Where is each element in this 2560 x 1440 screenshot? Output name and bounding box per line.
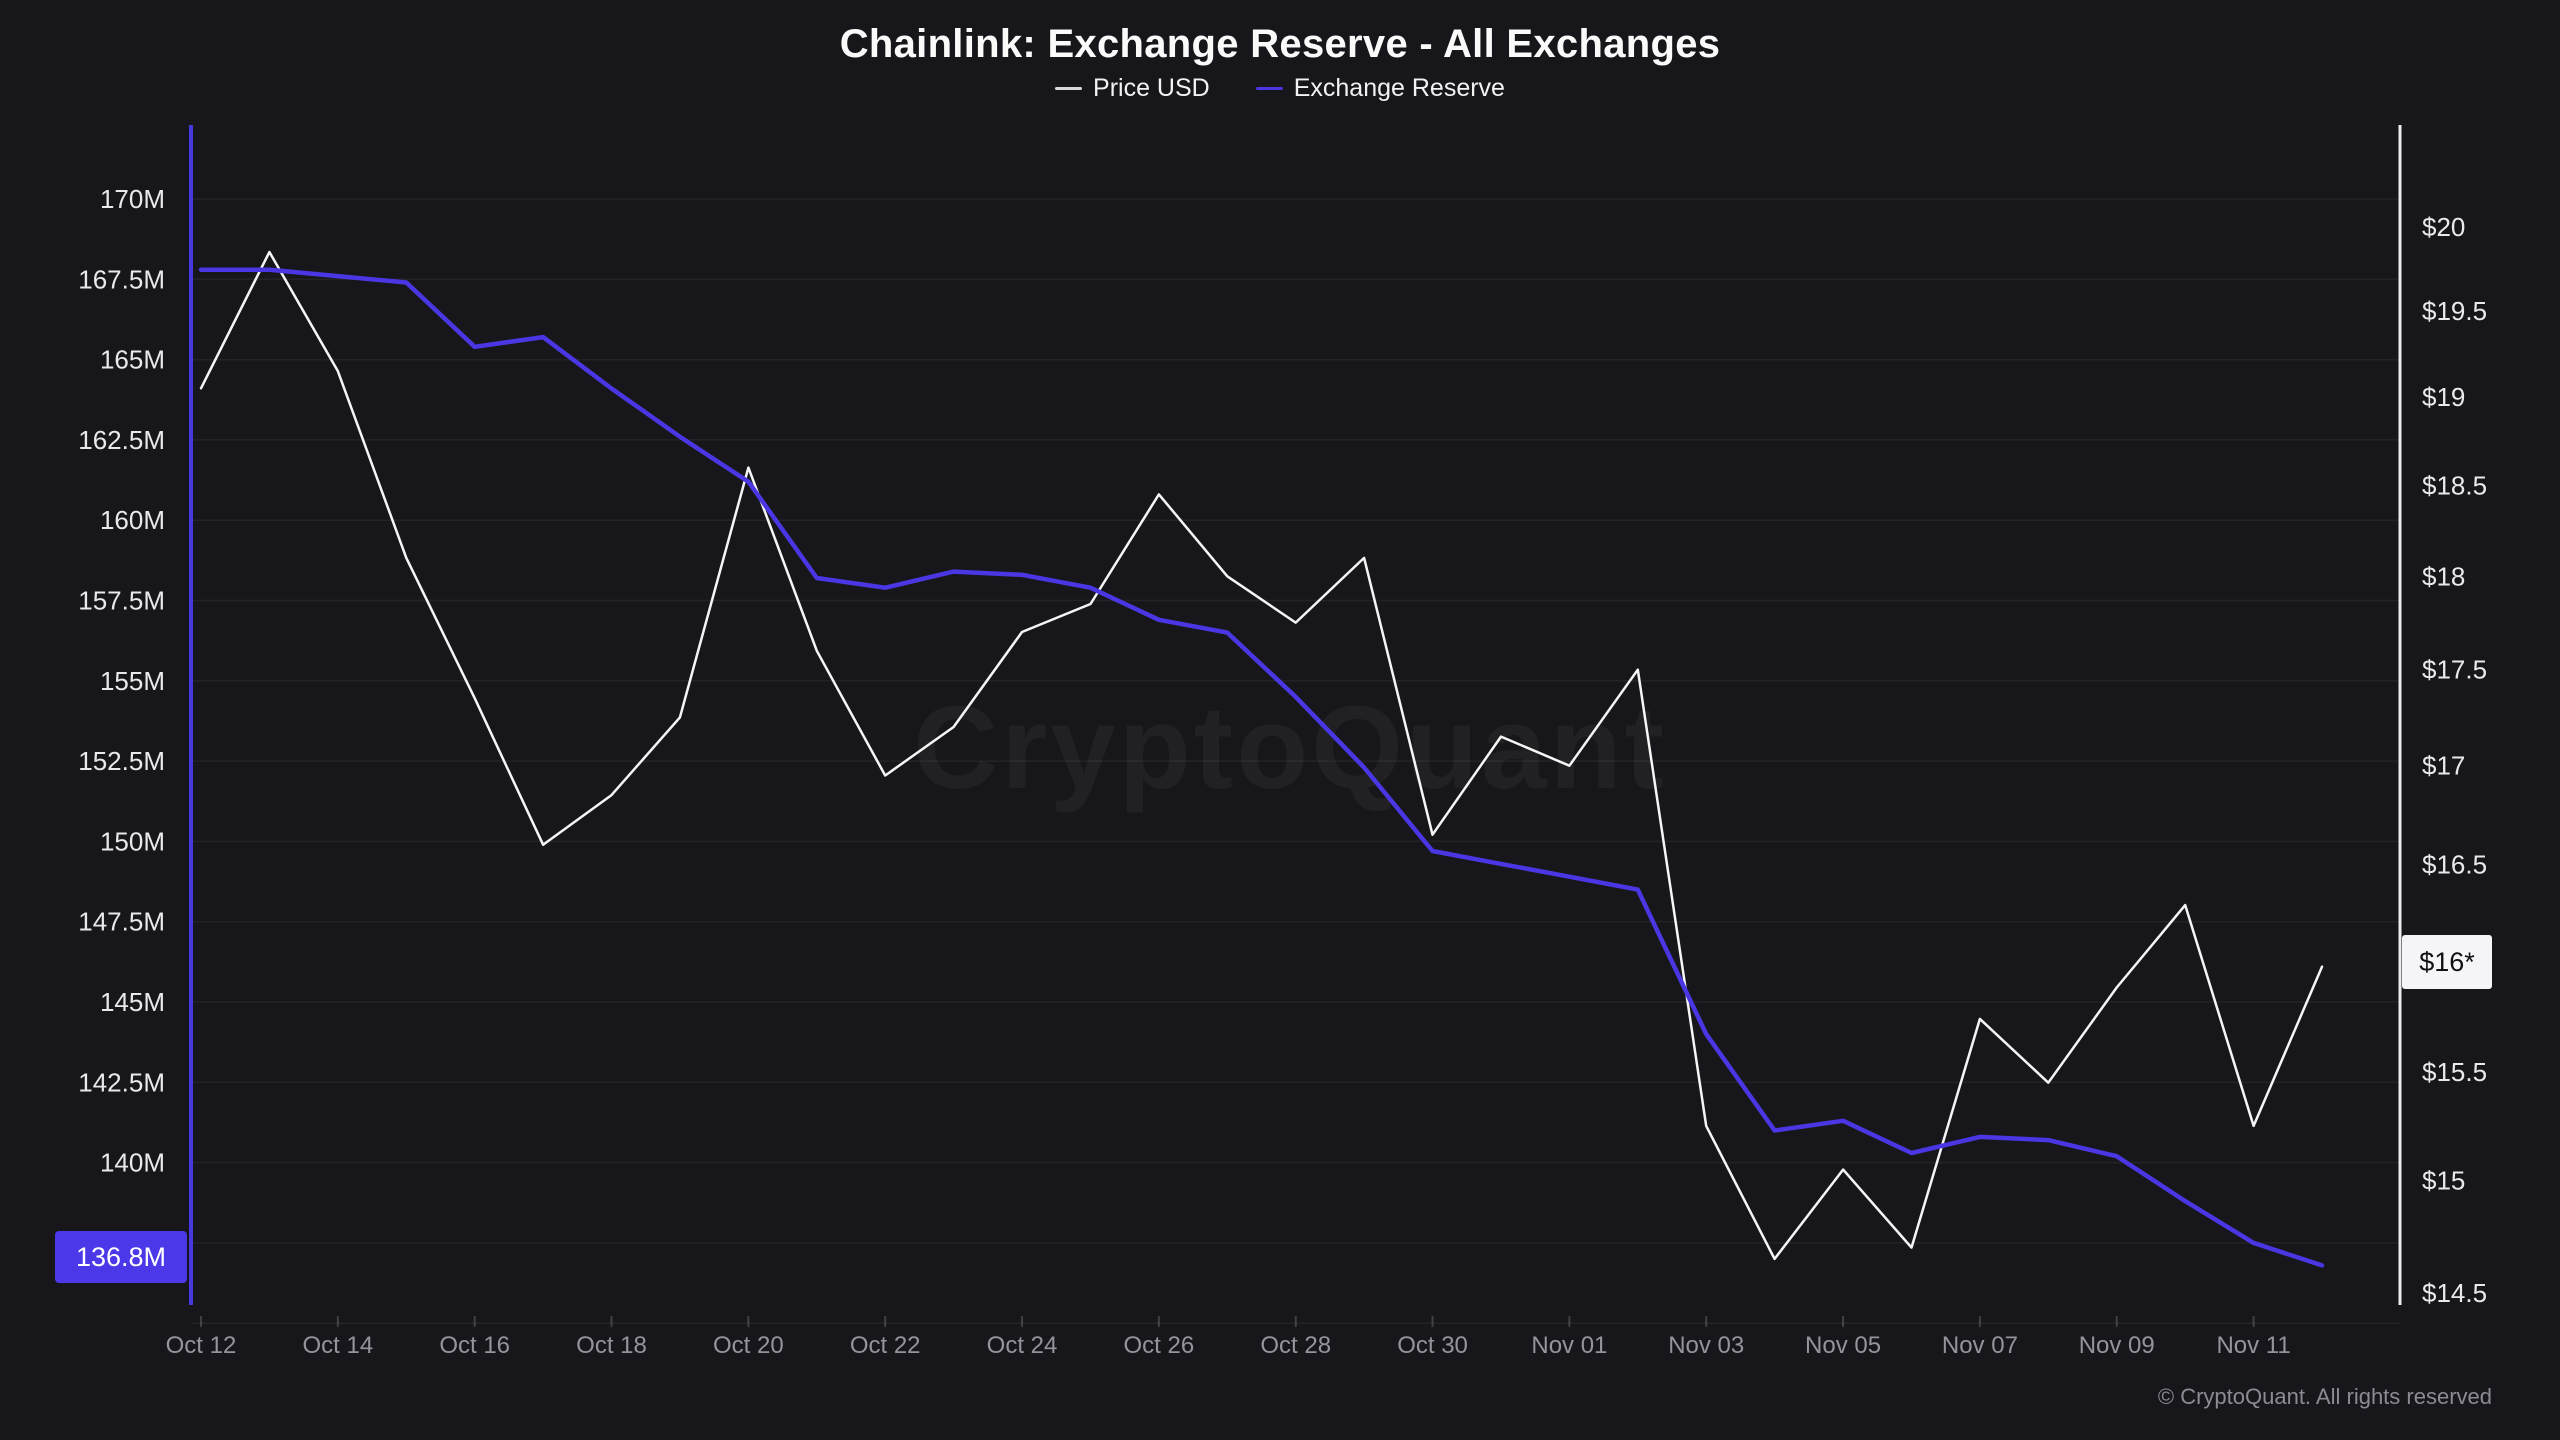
left-axis-tick-label: 155M	[100, 666, 165, 696]
legend-label-price-usd: Price USD	[1093, 74, 1210, 102]
x-axis-tick-label: Oct 28	[1260, 1332, 1331, 1359]
x-axis-tick-label: Nov 09	[2079, 1332, 2155, 1359]
legend-item-exchange-reserve[interactable]: Exchange Reserve	[1255, 74, 1505, 103]
left-axis-tick-label: 140M	[100, 1148, 165, 1178]
right-axis-tick-label: $20	[2422, 212, 2465, 242]
right-axis-tick-label: $19.5	[2422, 296, 2487, 326]
x-axis-tick-label: Nov 11	[2216, 1332, 2290, 1359]
price-current-value-badge: $16*	[2402, 935, 2492, 989]
chart-title: Chainlink: Exchange Reserve - All Exchan…	[839, 22, 1721, 66]
left-axis-tick-label: 167.5M	[78, 264, 165, 294]
x-axis-tick-label: Nov 05	[1805, 1332, 1881, 1359]
reserve-line-swatch-icon	[1255, 87, 1283, 90]
price-usd-line[interactable]	[199, 250, 2324, 1261]
price-line-swatch-icon	[1055, 87, 1083, 90]
x-axis-tick-label: Oct 20	[713, 1332, 784, 1359]
left-axis-tick-label: 160M	[100, 505, 165, 535]
x-axis-tick-label: Nov 01	[1531, 1332, 1607, 1359]
left-axis-tick-label: 157.5M	[78, 586, 165, 616]
x-axis-tick-label: Oct 12	[166, 1332, 237, 1359]
x-axis-tick-label: Oct 18	[576, 1332, 647, 1359]
x-axis-tick-label: Oct 30	[1397, 1332, 1468, 1359]
right-axis-tick-label: $19	[2422, 382, 2465, 412]
x-axis-tick-label: Nov 07	[1942, 1332, 2018, 1359]
legend: Price USD Exchange Reserve	[0, 74, 2560, 103]
left-axis-tick-label: 145M	[100, 987, 165, 1017]
x-axis-tick-label: Nov 03	[1668, 1332, 1744, 1359]
x-axis-tick-label: Oct 24	[987, 1332, 1058, 1359]
reserve-current-value-badge: 136.8M	[55, 1231, 187, 1283]
right-axis-tick-label: $18	[2422, 561, 2465, 591]
left-axis-tick-label: 150M	[100, 826, 165, 856]
left-axis-tick-label: 162.5M	[78, 425, 165, 455]
right-axis-tick-label: $15	[2422, 1166, 2465, 1196]
x-axis-tick-label: Oct 22	[850, 1332, 921, 1359]
exchange-reserve-line[interactable]	[198, 267, 2325, 1268]
legend-label-exchange-reserve: Exchange Reserve	[1293, 74, 1505, 102]
left-axis-tick-label: 147.5M	[78, 907, 165, 937]
left-axis-tick-label: 170M	[100, 184, 165, 214]
x-axis-tick-label: Oct 16	[439, 1332, 510, 1359]
left-axis-tick-label: 165M	[100, 345, 165, 375]
right-axis-tick-label: $18.5	[2422, 470, 2487, 500]
right-axis-tick-label: $17	[2422, 751, 2465, 781]
x-axis-tick-label: Oct 14	[302, 1332, 373, 1359]
legend-item-price-usd[interactable]: Price USD	[1055, 74, 1210, 103]
copyright-notice: © CryptoQuant. All rights reserved	[2157, 1384, 2492, 1409]
right-axis-tick-label: $17.5	[2422, 655, 2487, 685]
left-axis-tick-label: 152.5M	[78, 746, 165, 776]
right-axis-tick-label: $14.5	[2422, 1278, 2487, 1308]
right-axis-tick-label: $15.5	[2422, 1057, 2487, 1087]
x-axis-tick-label: Oct 26	[1124, 1332, 1195, 1359]
left-axis-tick-label: 142.5M	[78, 1067, 165, 1097]
right-axis-tick-label: $16.5	[2422, 850, 2487, 880]
